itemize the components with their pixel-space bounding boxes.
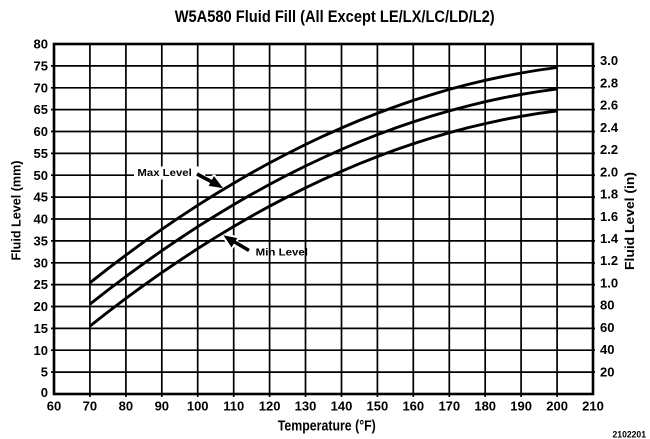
svg-text:50: 50: [34, 168, 48, 183]
svg-text:140: 140: [331, 399, 353, 414]
svg-text:2.6: 2.6: [600, 98, 618, 113]
svg-text:2.8: 2.8: [600, 76, 618, 91]
svg-text:Max Level: Max Level: [137, 167, 191, 179]
svg-text:W5A580 Fluid Fill (All Except: W5A580 Fluid Fill (All Except LE/LX/LC/L…: [175, 8, 495, 26]
svg-text:180: 180: [474, 399, 496, 414]
svg-text:3.0: 3.0: [600, 53, 618, 68]
svg-text:30: 30: [34, 255, 48, 270]
svg-text:60: 60: [600, 320, 614, 335]
svg-text:15: 15: [34, 321, 48, 336]
svg-text:60: 60: [34, 124, 48, 139]
svg-text:110: 110: [223, 399, 244, 414]
svg-text:60: 60: [47, 399, 61, 414]
svg-text:130: 130: [295, 399, 317, 414]
svg-text:1.0: 1.0: [600, 276, 618, 291]
svg-text:35: 35: [34, 234, 48, 249]
svg-text:Min Level: Min Level: [256, 247, 308, 259]
svg-text:80: 80: [34, 37, 48, 52]
svg-text:10: 10: [34, 343, 48, 358]
svg-text:160: 160: [402, 399, 424, 414]
svg-text:55: 55: [34, 146, 48, 161]
svg-text:2.4: 2.4: [600, 120, 619, 135]
svg-text:70: 70: [34, 80, 48, 95]
svg-text:5: 5: [41, 365, 48, 380]
svg-text:1.2: 1.2: [600, 253, 618, 268]
svg-text:1.6: 1.6: [600, 209, 618, 224]
svg-text:65: 65: [34, 102, 48, 117]
svg-text:0: 0: [41, 385, 48, 400]
svg-text:25: 25: [34, 277, 48, 292]
svg-text:1.8: 1.8: [600, 187, 618, 202]
svg-text:40: 40: [600, 342, 614, 357]
svg-text:210: 210: [582, 399, 604, 414]
svg-text:70: 70: [83, 399, 97, 414]
svg-text:80: 80: [600, 298, 614, 313]
svg-text:2.2: 2.2: [600, 142, 618, 157]
svg-text:190: 190: [510, 399, 532, 414]
svg-text:150: 150: [367, 399, 389, 414]
svg-text:20: 20: [600, 364, 614, 379]
svg-text:1.4: 1.4: [600, 231, 619, 246]
svg-text:2102201: 2102201: [613, 429, 647, 439]
svg-text:90: 90: [155, 399, 169, 414]
svg-text:Fluid Level (mm): Fluid Level (mm): [9, 161, 24, 261]
svg-text:75: 75: [34, 59, 48, 74]
svg-text:80: 80: [119, 399, 133, 414]
svg-text:45: 45: [34, 190, 48, 205]
svg-text:2.0: 2.0: [600, 164, 618, 179]
svg-text:100: 100: [187, 399, 209, 414]
svg-text:120: 120: [259, 399, 281, 414]
svg-text:170: 170: [438, 399, 460, 414]
svg-text:20: 20: [34, 299, 48, 314]
svg-text:200: 200: [546, 399, 568, 414]
svg-text:40: 40: [34, 212, 48, 227]
svg-text:Temperature (°F): Temperature (°F): [278, 418, 376, 435]
svg-text:Fluid Level (in): Fluid Level (in): [622, 172, 637, 270]
